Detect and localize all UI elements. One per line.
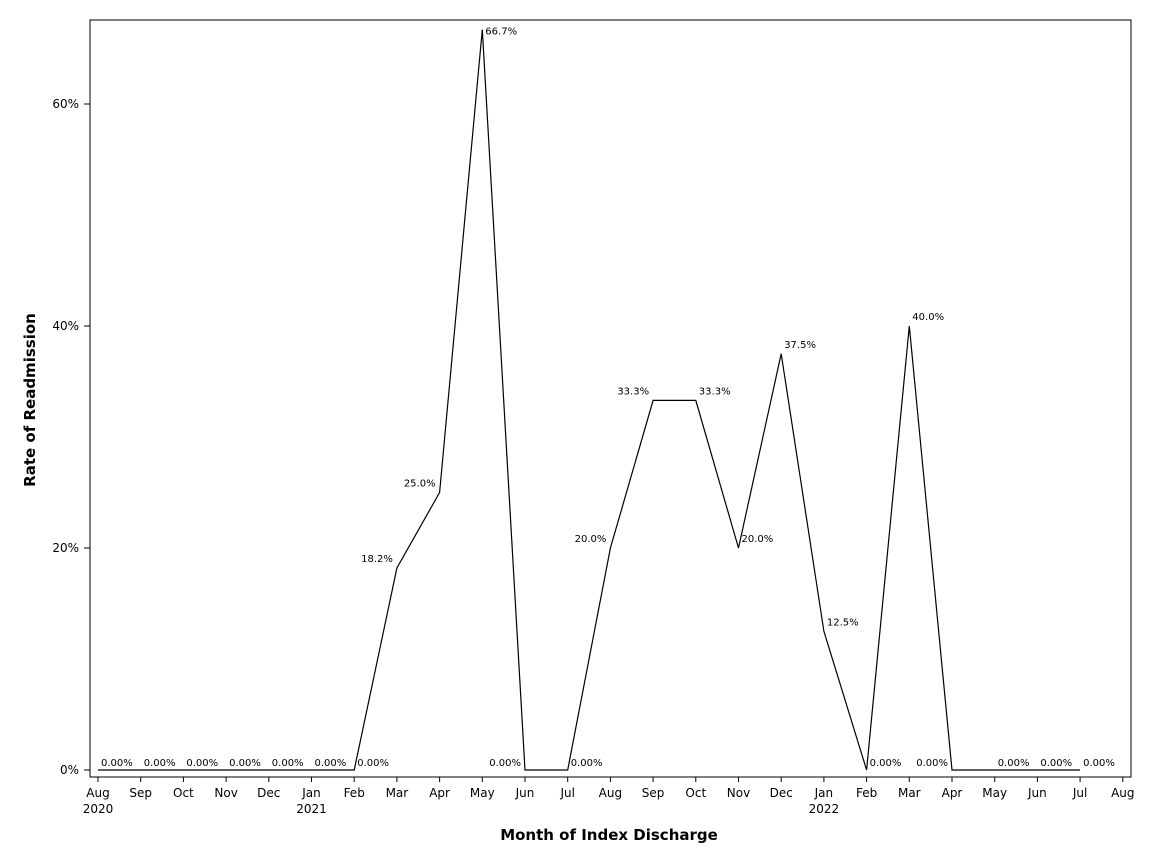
x-tick-label: Dec bbox=[257, 786, 280, 800]
data-label: 0.00% bbox=[998, 758, 1030, 769]
x-tick-label: Jul bbox=[1072, 786, 1087, 800]
series-layer bbox=[98, 29, 1081, 771]
data-label: 0.00% bbox=[1040, 758, 1072, 769]
x-tick-label: Mar bbox=[898, 786, 921, 800]
y-tick-label: 0% bbox=[60, 763, 79, 777]
data-label: 33.3% bbox=[699, 386, 731, 397]
x-tick-label: Aug bbox=[599, 786, 622, 800]
data-label: 0.00% bbox=[489, 758, 521, 769]
x-tick-label: Oct bbox=[173, 786, 194, 800]
x-tick-label: May bbox=[982, 786, 1007, 800]
x-tick-label: Sep bbox=[642, 786, 665, 800]
data-label: 0.00% bbox=[272, 758, 304, 769]
data-label: 12.5% bbox=[827, 617, 859, 628]
data-label: 20.0% bbox=[575, 534, 607, 545]
x-tick-label: Oct bbox=[685, 786, 706, 800]
y-tick-label: 40% bbox=[52, 319, 79, 333]
data-label: 0.00% bbox=[1083, 758, 1115, 769]
x-tick-label: Feb bbox=[344, 786, 365, 800]
x-tick-label: Sep bbox=[129, 786, 152, 800]
data-label: 33.3% bbox=[617, 386, 649, 397]
data-label: 0.00% bbox=[870, 758, 902, 769]
y-tick-label: 60% bbox=[52, 97, 79, 111]
x-axis-title: Month of Index Discharge bbox=[500, 826, 718, 844]
data-label: 25.0% bbox=[404, 479, 436, 490]
data-label: 20.0% bbox=[742, 534, 774, 545]
data-label: 0.00% bbox=[315, 758, 347, 769]
x-tick-label: Jan bbox=[814, 786, 834, 800]
data-label: 37.5% bbox=[784, 340, 816, 351]
x-year-label: 2021 bbox=[296, 802, 327, 816]
data-label-layer: 0.00% 0.00% 0.00% 0.00% 0.00% 0.00% 0.00% 18.2%… bbox=[101, 27, 1115, 769]
x-tick-label: Aug bbox=[86, 786, 109, 800]
x-year-label: 2022 bbox=[809, 802, 840, 816]
x-tick-label: Jun bbox=[515, 786, 535, 800]
data-label: 18.2% bbox=[361, 554, 393, 565]
x-tick-label: Apr bbox=[942, 786, 963, 800]
x-axis: Aug Sep Oct Nov Dec Jan Feb Mar Apr May Jun Jul Aug S… bbox=[83, 777, 1135, 816]
x-tick-label: Jul bbox=[559, 786, 574, 800]
x-tick-label: Apr bbox=[429, 786, 450, 800]
data-label: 0.00% bbox=[229, 758, 261, 769]
x-tick-label: Feb bbox=[856, 786, 877, 800]
data-label: 40.0% bbox=[912, 312, 944, 323]
series-line bbox=[98, 29, 1081, 771]
data-label: 0.00% bbox=[101, 758, 133, 769]
data-label: 0.00% bbox=[186, 758, 218, 769]
x-tick-label: Dec bbox=[770, 786, 793, 800]
data-label: 0.00% bbox=[916, 758, 948, 769]
data-label: 66.7% bbox=[485, 27, 517, 38]
data-label: 0.00% bbox=[144, 758, 176, 769]
y-axis: 0% 20% 40% 60% bbox=[52, 97, 90, 777]
y-axis-title: Rate of Readmission bbox=[21, 313, 39, 487]
x-tick-label: Nov bbox=[727, 786, 750, 800]
y-tick-label: 20% bbox=[52, 541, 79, 555]
x-tick-label: Jun bbox=[1027, 786, 1047, 800]
x-tick-label: Mar bbox=[386, 786, 409, 800]
plot-frame bbox=[89, 19, 1132, 778]
data-label: 0.00% bbox=[357, 758, 389, 769]
x-tick-label: Jan bbox=[301, 786, 321, 800]
x-year-label: 2020 bbox=[83, 802, 114, 816]
x-tick-label: Aug bbox=[1111, 786, 1134, 800]
x-tick-label: Nov bbox=[214, 786, 237, 800]
x-tick-label: May bbox=[470, 786, 495, 800]
data-label: 0.00% bbox=[571, 758, 603, 769]
